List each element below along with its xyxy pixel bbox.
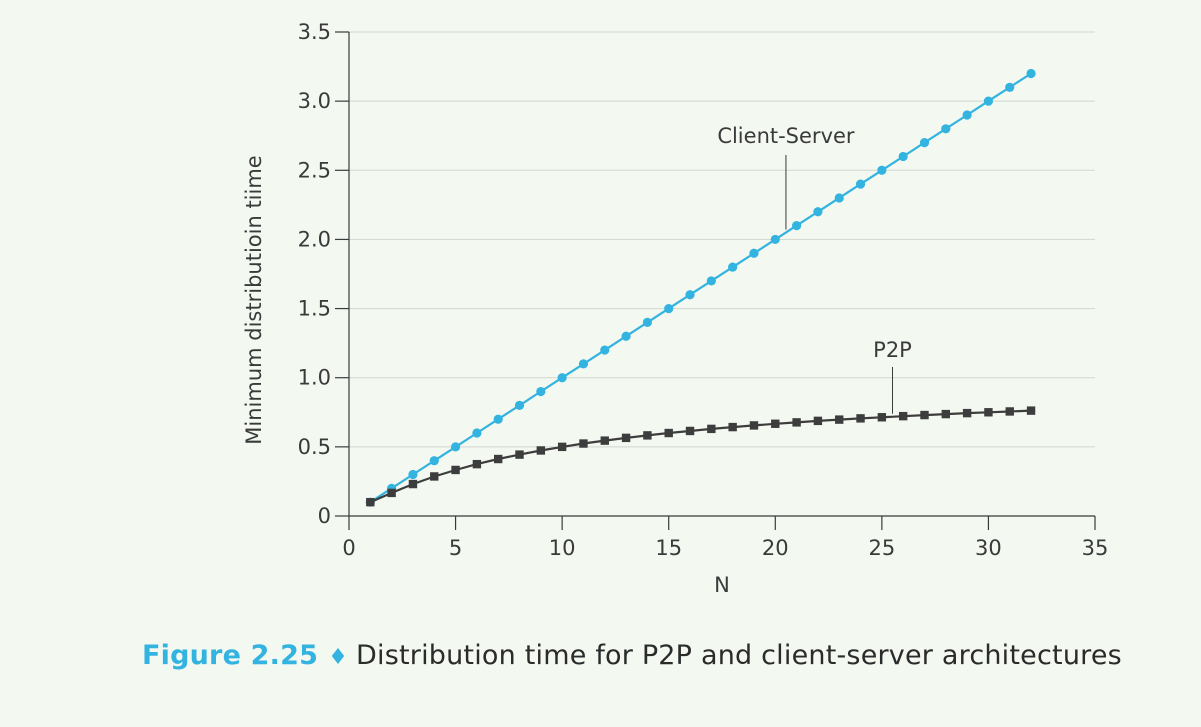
tick-labels: 0 0.5 1.0 1.5 2.0 2.5 3.0 3.5 0 5 10 15 20 25 30 35 — [298, 20, 1109, 560]
data-point-p2p — [621, 433, 631, 443]
data-point-p2p — [707, 424, 716, 434]
data-point-p2p — [536, 446, 546, 455]
data-point-client-server — [600, 345, 610, 355]
y-axis-label: Minimum distributioin tiime — [242, 155, 266, 444]
x-tick-label: 10 — [549, 536, 576, 560]
y-tick-label: 0.5 — [298, 435, 331, 459]
data-point-client-server — [514, 400, 525, 410]
y-tick-label: 3.5 — [298, 20, 331, 44]
y-tick-label: 3.0 — [298, 89, 331, 113]
diamond-separator-icon: ♦ — [328, 645, 349, 670]
data-point-p2p — [472, 459, 482, 469]
data-point-p2p — [771, 419, 780, 428]
data-point-p2p — [856, 414, 865, 423]
caption-text: Distribution time for P2P and client-ser… — [356, 640, 1122, 671]
x-tick-label: 30 — [975, 536, 1002, 560]
data-point-p2p — [877, 413, 887, 422]
data-point-client-server — [536, 386, 546, 397]
data-point-p2p — [664, 428, 673, 438]
data-point-p2p — [685, 426, 695, 436]
data-point-p2p — [962, 408, 972, 418]
y-tick-label: 1.0 — [298, 366, 331, 390]
figure-number: Figure 2.25 — [142, 640, 319, 671]
data-point-client-server — [493, 414, 503, 424]
data-point-p2p — [430, 472, 439, 481]
data-point-client-server — [1026, 68, 1036, 79]
grid-lines — [349, 31, 1095, 448]
data-point-client-server — [877, 165, 887, 175]
data-point-client-server — [450, 442, 461, 452]
data-point-p2p — [366, 497, 375, 507]
data-point-p2p — [408, 479, 418, 489]
y-tick-label: 2.5 — [298, 158, 331, 182]
data-point-client-server — [919, 138, 930, 148]
data-point-client-server — [664, 303, 674, 314]
data-point-client-server — [578, 359, 589, 369]
x-tick-label: 15 — [655, 536, 682, 560]
data-point-p2p — [898, 411, 908, 421]
data-point-client-server — [472, 428, 482, 438]
data-point-client-server — [855, 179, 866, 189]
series-line-p2p — [369, 409, 1032, 504]
data-point-client-server — [408, 469, 418, 480]
data-point-client-server — [557, 373, 567, 383]
data-point-client-server — [621, 331, 631, 341]
data-point-client-server — [685, 290, 695, 300]
data-point-client-server — [728, 262, 738, 272]
data-point-client-server — [962, 110, 972, 120]
y-tick-label: 0 — [318, 504, 331, 528]
y-tick-label: 2.0 — [298, 227, 331, 251]
x-tick-label: 35 — [1082, 536, 1109, 560]
x-tick-label: 5 — [449, 536, 462, 560]
y-tick-label: 1.5 — [298, 297, 331, 321]
x-tick-label: 20 — [762, 536, 789, 560]
annotations: Client-Server P2P — [717, 124, 912, 414]
x-axis-label: N — [714, 573, 730, 597]
data-point-p2p — [813, 416, 823, 426]
data-point-client-server — [941, 124, 951, 134]
series-layer — [365, 68, 1036, 507]
figure-caption: Figure 2.25 ♦ Distribution time for P2P an… — [142, 640, 1122, 671]
series-line-client-server — [369, 72, 1032, 504]
data-point-p2p — [1026, 406, 1036, 415]
data-point-p2p — [920, 410, 929, 420]
data-point-p2p — [600, 436, 609, 445]
annotation-label: Client-Server — [717, 124, 855, 148]
data-point-p2p — [557, 442, 567, 452]
data-point-client-server — [983, 96, 994, 106]
data-point-p2p — [451, 465, 460, 475]
data-point-p2p — [792, 418, 801, 427]
data-point-client-server — [792, 221, 802, 231]
data-point-p2p — [515, 450, 524, 459]
data-point-p2p — [387, 488, 396, 498]
x-tick-label: 25 — [868, 536, 895, 560]
data-point-p2p — [1005, 407, 1014, 416]
data-point-p2p — [835, 415, 844, 424]
data-point-p2p — [728, 422, 737, 432]
data-point-client-server — [706, 276, 716, 286]
data-point-p2p — [941, 409, 950, 419]
data-point-p2p — [643, 431, 652, 440]
data-point-p2p — [749, 421, 759, 430]
data-point-p2p — [579, 439, 588, 448]
data-point-p2p — [494, 454, 503, 464]
data-point-client-server — [813, 207, 823, 217]
data-point-p2p — [984, 408, 993, 417]
data-point-client-server — [429, 456, 439, 466]
annotation-label: P2P — [873, 338, 912, 362]
data-point-client-server — [898, 151, 908, 162]
axes — [348, 32, 1095, 517]
data-point-client-server — [1005, 82, 1015, 92]
data-point-client-server — [770, 234, 780, 245]
data-point-client-server — [834, 193, 844, 203]
data-point-client-server — [642, 317, 653, 327]
x-tick-label: 0 — [342, 536, 355, 560]
data-point-client-server — [749, 248, 759, 258]
